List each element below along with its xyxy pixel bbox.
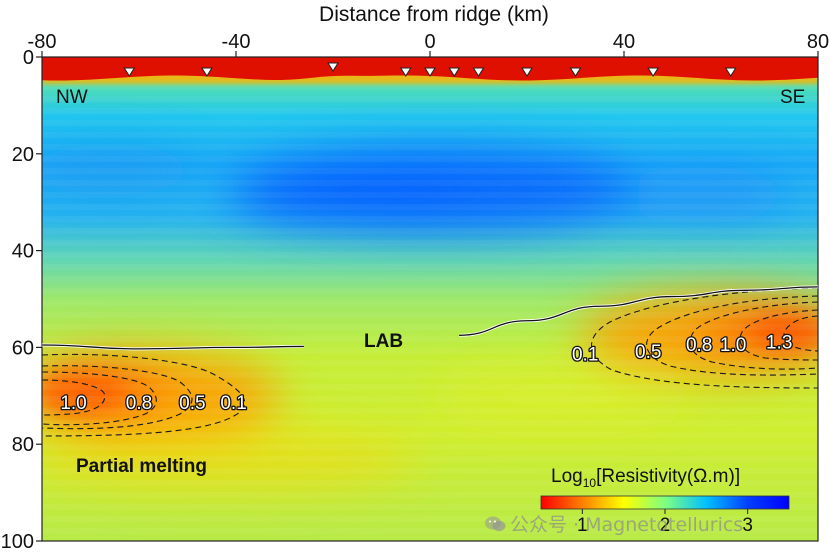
x-tick-label: -80 [28, 31, 57, 53]
contour-label-outline: 0.1 [572, 345, 598, 366]
station-markers [123, 62, 737, 77]
colorbar-tick-label: 2 [660, 515, 671, 536]
y-tick-label: 60 [12, 337, 34, 359]
melt-contours [41, 287, 819, 437]
contour-label-outline: 1.0 [720, 335, 746, 356]
contour-label: 1.3 [766, 333, 792, 354]
x-axis: -80 -40 0 40 80 [28, 31, 829, 57]
contour-west-0.8 [41, 371, 157, 426]
colorbar-tick-label: 3 [742, 515, 753, 536]
x-tick-label: 0 [424, 31, 435, 53]
contour-west-0.1 [41, 353, 246, 437]
label-se: SE [780, 87, 805, 108]
station-marker [569, 67, 582, 77]
colorbar: Log10[Resistivity(Ω.m)] 1 2 3 [540, 466, 790, 536]
station-marker [472, 67, 485, 77]
contour-label-outline: 0.5 [179, 393, 205, 414]
contour-label: 0.5 [179, 393, 205, 414]
contour-east-0.1 [591, 287, 819, 389]
contour-label-outline: 0.5 [635, 342, 661, 363]
contour-east-1.3 [783, 315, 819, 352]
watermark-text: 公众号 · Magnetotellurics [510, 514, 744, 536]
lab-line-west [41, 344, 304, 350]
partial-melting-label: Partial melting [76, 456, 207, 477]
station-marker [724, 67, 737, 77]
contour-label-outline: 0.8 [126, 393, 152, 414]
contour-label-outline: 0.8 [686, 335, 712, 356]
contour-label: 0.1 [572, 345, 598, 366]
station-marker [647, 67, 660, 77]
y-axis: 0 20 40 60 80 100 [1, 47, 42, 553]
station-marker [327, 62, 339, 72]
station-marker [448, 67, 461, 77]
station-marker [521, 67, 533, 77]
station-marker [200, 67, 213, 77]
watermark: 公众号 · Magnetotellurics [484, 510, 743, 537]
contour-labels: 1.01.0 0.80.8 0.50.5 0.10.10.10.1 0.50.5 0.80… [59, 331, 794, 415]
wechat-icon [484, 515, 506, 533]
station-marker [123, 67, 136, 77]
station-marker [399, 67, 412, 77]
contour-label: 1.0 [720, 335, 746, 356]
colorbar-title: Log10[Resistivity(Ω.m)] [551, 466, 740, 490]
contour-label: 1.0 [60, 393, 86, 414]
colorbar-ticks: 1 2 3 [577, 509, 753, 536]
heatmap [42, 57, 818, 541]
label-nw: NW [56, 87, 88, 108]
x-tick-label: 40 [613, 31, 635, 53]
y-tick-label: 100 [1, 531, 34, 553]
y-tick-label: 40 [12, 241, 34, 263]
x-tick-label: -40 [222, 31, 251, 53]
contour-east-0.8 [689, 301, 819, 370]
contour-label-outline: 0.1 [220, 393, 246, 414]
y-tick-label: 80 [12, 434, 34, 456]
contour-label-outline: 1.0 [60, 393, 86, 414]
contour-west-0.5 [41, 365, 193, 430]
station-marker [424, 67, 436, 77]
colorbar-tick-label: 1 [577, 515, 588, 536]
contour-label: 0.8 [126, 393, 152, 414]
contour-label-outline: 1.3 [766, 333, 792, 354]
y-tick-label: 20 [12, 144, 34, 166]
contour-east-1.0 [739, 309, 819, 361]
x-tick-label: 80 [807, 31, 829, 53]
contour-label: 0.5 [635, 342, 661, 363]
contour-label: 0.1 [220, 393, 246, 414]
x-axis-title: Distance from ridge (km) [319, 3, 549, 26]
y-tick-label: 0 [23, 47, 34, 69]
contour-label: 0.8 [686, 335, 712, 356]
lab-boundary [41, 285, 819, 351]
lab-label: LAB [364, 331, 403, 352]
lab-line-east [459, 286, 819, 336]
colorbar-gradient [540, 495, 790, 510]
